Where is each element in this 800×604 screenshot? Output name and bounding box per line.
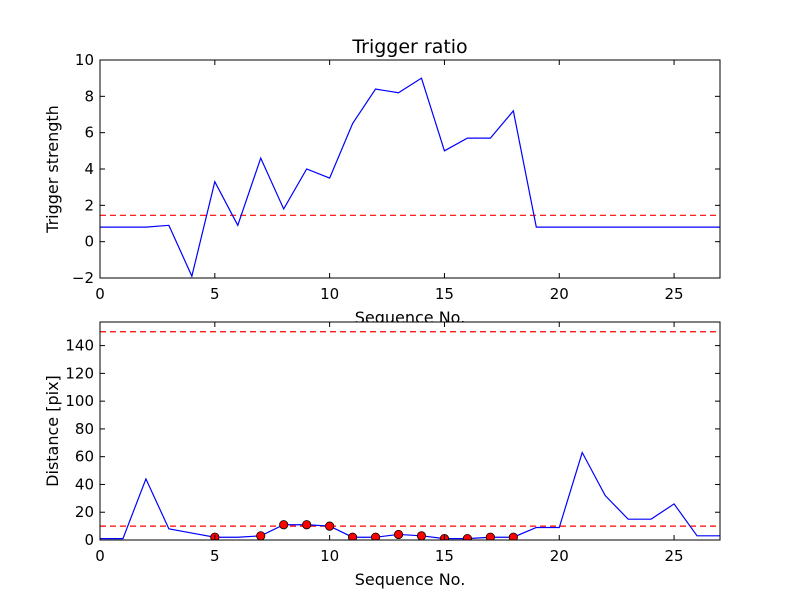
plot-content [100, 331, 720, 540]
bottom-plot: 0 5 10 15 20 25 0 20 40 60 80 100 120 140 Sequence No.… [43, 321, 721, 589]
y-tick-label: 60 [75, 448, 94, 466]
y-tick-label: 100 [65, 392, 94, 410]
y-tick-label: 80 [75, 420, 94, 438]
y-axis-label: Trigger strength [43, 105, 62, 234]
plot-content [100, 77, 720, 278]
x-tick-label: 5 [210, 285, 220, 303]
data-point-marker [256, 531, 266, 540]
data-point-marker [347, 532, 358, 540]
x-tick-label: 10 [320, 285, 339, 303]
data-point-marker [325, 521, 335, 531]
x-axis-label: Sequence No. [355, 570, 466, 589]
x-tick-label: 5 [210, 547, 220, 565]
plot-area [100, 60, 720, 278]
y-tick-label: 6 [84, 124, 94, 142]
y-tick-label: 120 [65, 364, 94, 382]
data-point-marker [393, 529, 404, 540]
x-tick-label: 15 [435, 547, 454, 565]
data-point-marker [462, 534, 473, 540]
data-point-marker [279, 520, 289, 530]
y-axis-label: Distance [pix] [43, 375, 62, 487]
x-tick-label: 25 [665, 547, 684, 565]
x-tick-label: 20 [550, 547, 569, 565]
y-tick-label: 140 [65, 337, 94, 355]
y-tick-label: 10 [75, 51, 94, 69]
x-tick-label: 25 [665, 285, 684, 303]
x-tick-label: 0 [95, 285, 105, 303]
y-tick-label: 4 [84, 160, 94, 178]
data-point-marker [302, 520, 312, 530]
x-tick-label: 10 [320, 547, 339, 565]
y-tick-label: −2 [72, 269, 94, 287]
series-line-0 [100, 450, 720, 540]
plot-frame [99, 321, 721, 541]
y-tick-label: 20 [75, 503, 94, 521]
y-tick-label: 0 [84, 531, 94, 549]
data-point-marker [416, 531, 427, 540]
y-tick-label: 8 [84, 87, 94, 105]
series-line-0 [100, 77, 720, 278]
x-tick-label: 0 [95, 547, 105, 565]
data-point-marker [485, 532, 495, 540]
y-tick-label: 2 [84, 196, 94, 214]
y-tick-label: 40 [75, 475, 94, 493]
x-tick-label: 15 [435, 285, 454, 303]
chart-title: Trigger ratio [351, 36, 467, 58]
x-tick-label: 20 [550, 285, 569, 303]
data-point-marker [508, 532, 518, 540]
y-tick-label: 0 [84, 233, 94, 251]
plot-area [100, 322, 720, 540]
data-point-marker [370, 532, 381, 540]
